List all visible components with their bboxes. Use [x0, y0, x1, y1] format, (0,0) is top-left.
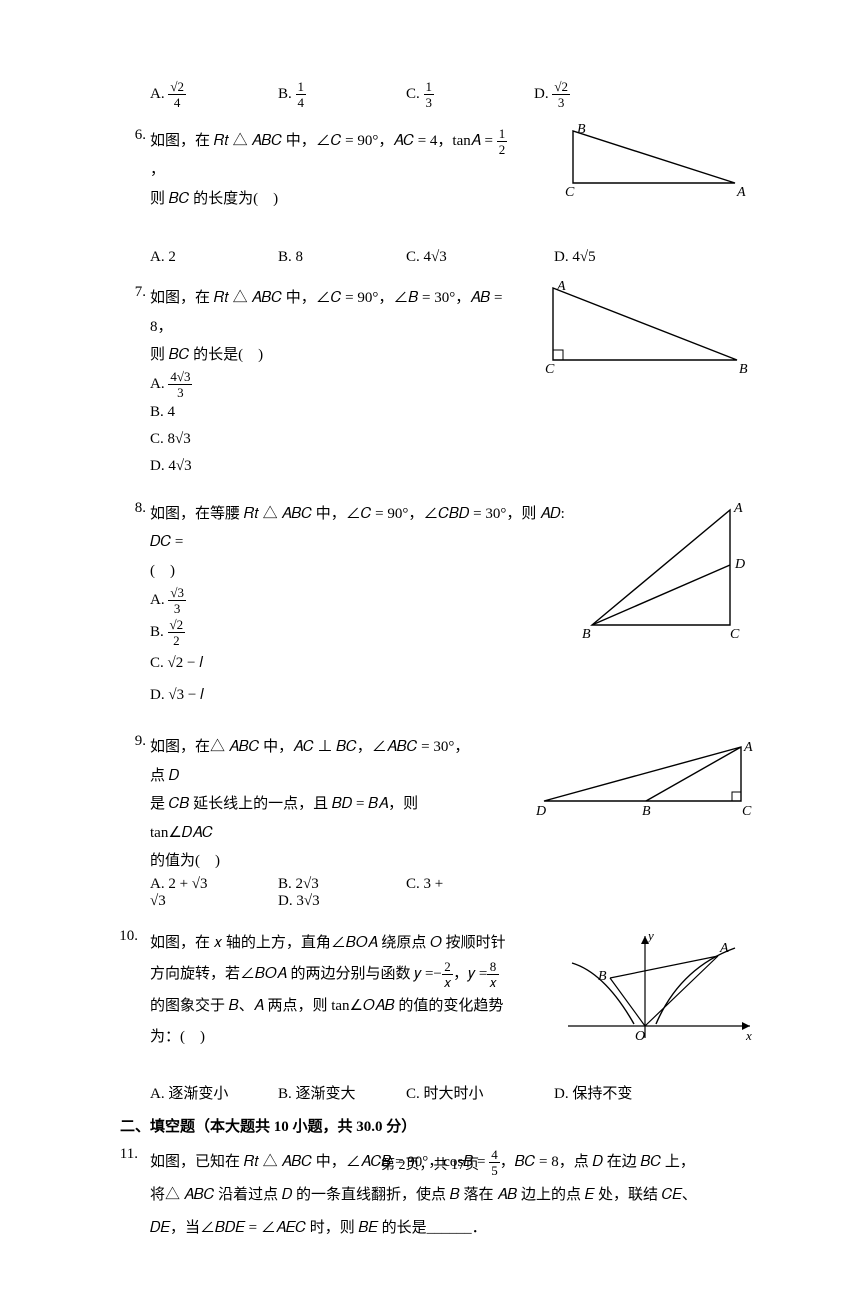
label-a: A: [556, 280, 566, 294]
q7-opt-d: D. 4√3: [150, 453, 750, 480]
label-a: A: [733, 501, 743, 516]
label-o: O: [635, 1029, 645, 1044]
page-content: A. √24 B. 14 C. 13 D. √23 6. B C: [0, 0, 860, 1303]
q6-opt-d: D. 4√5: [554, 249, 682, 266]
q9-figure: A D B C: [536, 739, 768, 819]
q8-text2: ( ): [150, 563, 175, 579]
opt-label: B.: [278, 86, 292, 102]
q9-opt-c-cont: √3: [150, 893, 278, 910]
q10-figure: y A B O x: [560, 928, 760, 1048]
q9-text1: 如图，在△ 𝐴𝐵𝐶 中，𝐴𝐶 ⊥ 𝐵𝐶，∠𝐴𝐵𝐶 = 30°，点 𝐷: [150, 739, 469, 784]
q5-opt-b: B. 14: [278, 80, 406, 109]
q10-text4: 为：( ): [150, 1029, 205, 1045]
q10-opt-d: D. 保持不变: [554, 1082, 682, 1103]
q9-text2: 是 𝐶𝐵 延长线上的一点，且 𝐵𝐷 = 𝐵𝐴，则 tan∠𝐷𝐴𝐶: [150, 796, 418, 841]
label-d: D: [536, 804, 546, 819]
q10-opt-c: C. 时大时小: [406, 1082, 554, 1103]
section-2-header: 二、填空题（本大题共 10 小题，共 30.0 分）: [120, 1115, 750, 1136]
q6-opt-b: B. 8: [278, 249, 406, 266]
q8-figure: A D B C: [580, 500, 750, 640]
opt-label: A.: [150, 86, 165, 102]
fraction: 2𝑥: [442, 960, 453, 989]
label-b: B: [577, 123, 586, 137]
q9-text3: 的值为( ): [150, 853, 220, 869]
q8-text1: 如图，在等腰 𝑅𝑡 △ 𝐴𝐵𝐶 中，∠𝐶 = 90°，∠𝐶𝐵𝐷 = 30°，则 …: [150, 506, 565, 551]
problem-number: 8.: [122, 500, 146, 517]
label-y: y: [646, 928, 654, 943]
q6-text2: ，: [150, 162, 165, 178]
q11-text3: 𝐷𝐸，当∠𝐵𝐷𝐸 = ∠𝐴𝐸𝐶 时，则 𝐵𝐸 的长是______．: [150, 1220, 487, 1236]
q5-options: A. √24 B. 14 C. 13 D. √23: [150, 80, 750, 109]
label-a: A: [736, 185, 746, 198]
problem-number: 10.: [114, 928, 138, 945]
page-footer: 第 2页，共 17页: [0, 1154, 860, 1174]
label-b: B: [582, 627, 591, 640]
q6: 6. B C A 如图，在 𝑅𝑡 △ 𝐴𝐵𝐶 中，∠𝐶 = 90°，𝐴𝐶 = 4…: [150, 127, 750, 266]
q8-opt-c: C. √2 − 𝑙: [150, 648, 750, 680]
q10-text3: 的图象交于 𝐵、𝐴 两点，则 tan∠𝑂𝐴𝐵 的值的变化趋势: [150, 998, 503, 1014]
q9-opt-d: D. 3√3: [278, 893, 406, 910]
q6-opt-a: A. 2: [150, 249, 278, 266]
q10-text2b: ，𝑦 =: [453, 966, 487, 982]
q10-text1: 如图，在 𝑥 轴的上方，直角∠𝐵𝑂𝐴 绕原点 𝑂 按顺时针: [150, 935, 506, 951]
fraction: 4√33: [168, 370, 192, 399]
q6-text3: 则 𝐵𝐶 的长度为( ): [150, 191, 278, 207]
q9-opt-a: A. 2 + √3: [150, 876, 278, 893]
q9: 9. A D B C 如图，在△ 𝐴𝐵𝐶 中，𝐴𝐶 ⊥ 𝐵𝐶，∠𝐴𝐵𝐶 = 30…: [150, 733, 750, 910]
fraction: 12: [497, 127, 508, 156]
q10-opt-a: A. 逐渐变小: [150, 1082, 278, 1103]
q10-opt-b: B. 逐渐变大: [278, 1082, 406, 1103]
q7-figure: A C B: [545, 280, 750, 375]
problem-number: 6.: [122, 127, 146, 144]
fraction: 13: [424, 80, 435, 109]
fraction: √33: [168, 586, 186, 615]
q9-opt-b: B. 2√3: [278, 876, 406, 893]
q7: 7. A C B 如图，在 𝑅𝑡 △ 𝐴𝐵𝐶 中，∠𝐶 = 90°，∠𝐵 = 3…: [150, 284, 750, 480]
q5-opt-c: C. 13: [406, 80, 534, 109]
label-c: C: [545, 362, 555, 375]
fraction: √24: [168, 80, 186, 109]
q10: 10. y A B O x: [150, 928, 750, 1103]
label-a: A: [719, 941, 729, 956]
opt-label: C.: [406, 86, 420, 102]
q7-opt-c: C. 8√3: [150, 426, 750, 453]
label-c: C: [565, 185, 575, 198]
q6-figure: B C A: [565, 123, 750, 198]
label-d: D: [734, 557, 745, 572]
q6-text1: 如图，在 𝑅𝑡 △ 𝐴𝐵𝐶 中，∠𝐶 = 90°，𝐴𝐶 = 4，tan𝐴 =: [150, 133, 497, 149]
q8-opt-d: D. √3 − 𝑙: [150, 680, 750, 712]
problem-number: 7.: [122, 284, 146, 301]
q6-opt-c: C. 4√3: [406, 249, 554, 266]
q8: 8. A D B C 如图，在等腰 𝑅𝑡 △ 𝐴𝐵𝐶 中，∠𝐶 = 90°，∠𝐶…: [150, 500, 750, 712]
label-c: C: [730, 627, 740, 640]
label-c: C: [742, 804, 752, 819]
label-x: x: [745, 1028, 752, 1043]
fraction: 14: [296, 80, 307, 109]
fraction: √23: [552, 80, 570, 109]
q9-opt-c: C. 3 +: [406, 876, 534, 893]
fraction: 8𝑥: [487, 960, 498, 989]
label-b: B: [598, 969, 607, 984]
q5-opt-a: A. √24: [150, 80, 278, 109]
q5-opt-d: D. √23: [534, 80, 662, 109]
q7-opt-b: B. 4: [150, 399, 750, 426]
q10-text2a: 方向旋转，若∠𝐵𝑂𝐴 的两边分别与函数 𝑦 =−: [150, 966, 442, 982]
q11-text2: 将△ 𝐴𝐵𝐶 沿着过点 𝐷 的一条直线翻折，使点 𝐵 落在 𝐴𝐵 边上的点 𝐸 …: [150, 1187, 697, 1203]
opt-label: D.: [534, 86, 549, 102]
q7-text1: 如图，在 𝑅𝑡 △ 𝐴𝐵𝐶 中，∠𝐶 = 90°，∠𝐵 = 30°，𝐴𝐵 = 8…: [150, 290, 502, 335]
problem-number: 9.: [122, 733, 146, 750]
fraction: √22: [168, 618, 186, 647]
label-b: B: [739, 362, 748, 375]
label-b: B: [642, 804, 651, 819]
label-a: A: [743, 740, 753, 755]
q7-text2: 则 𝐵𝐶 的长是( ): [150, 347, 263, 363]
